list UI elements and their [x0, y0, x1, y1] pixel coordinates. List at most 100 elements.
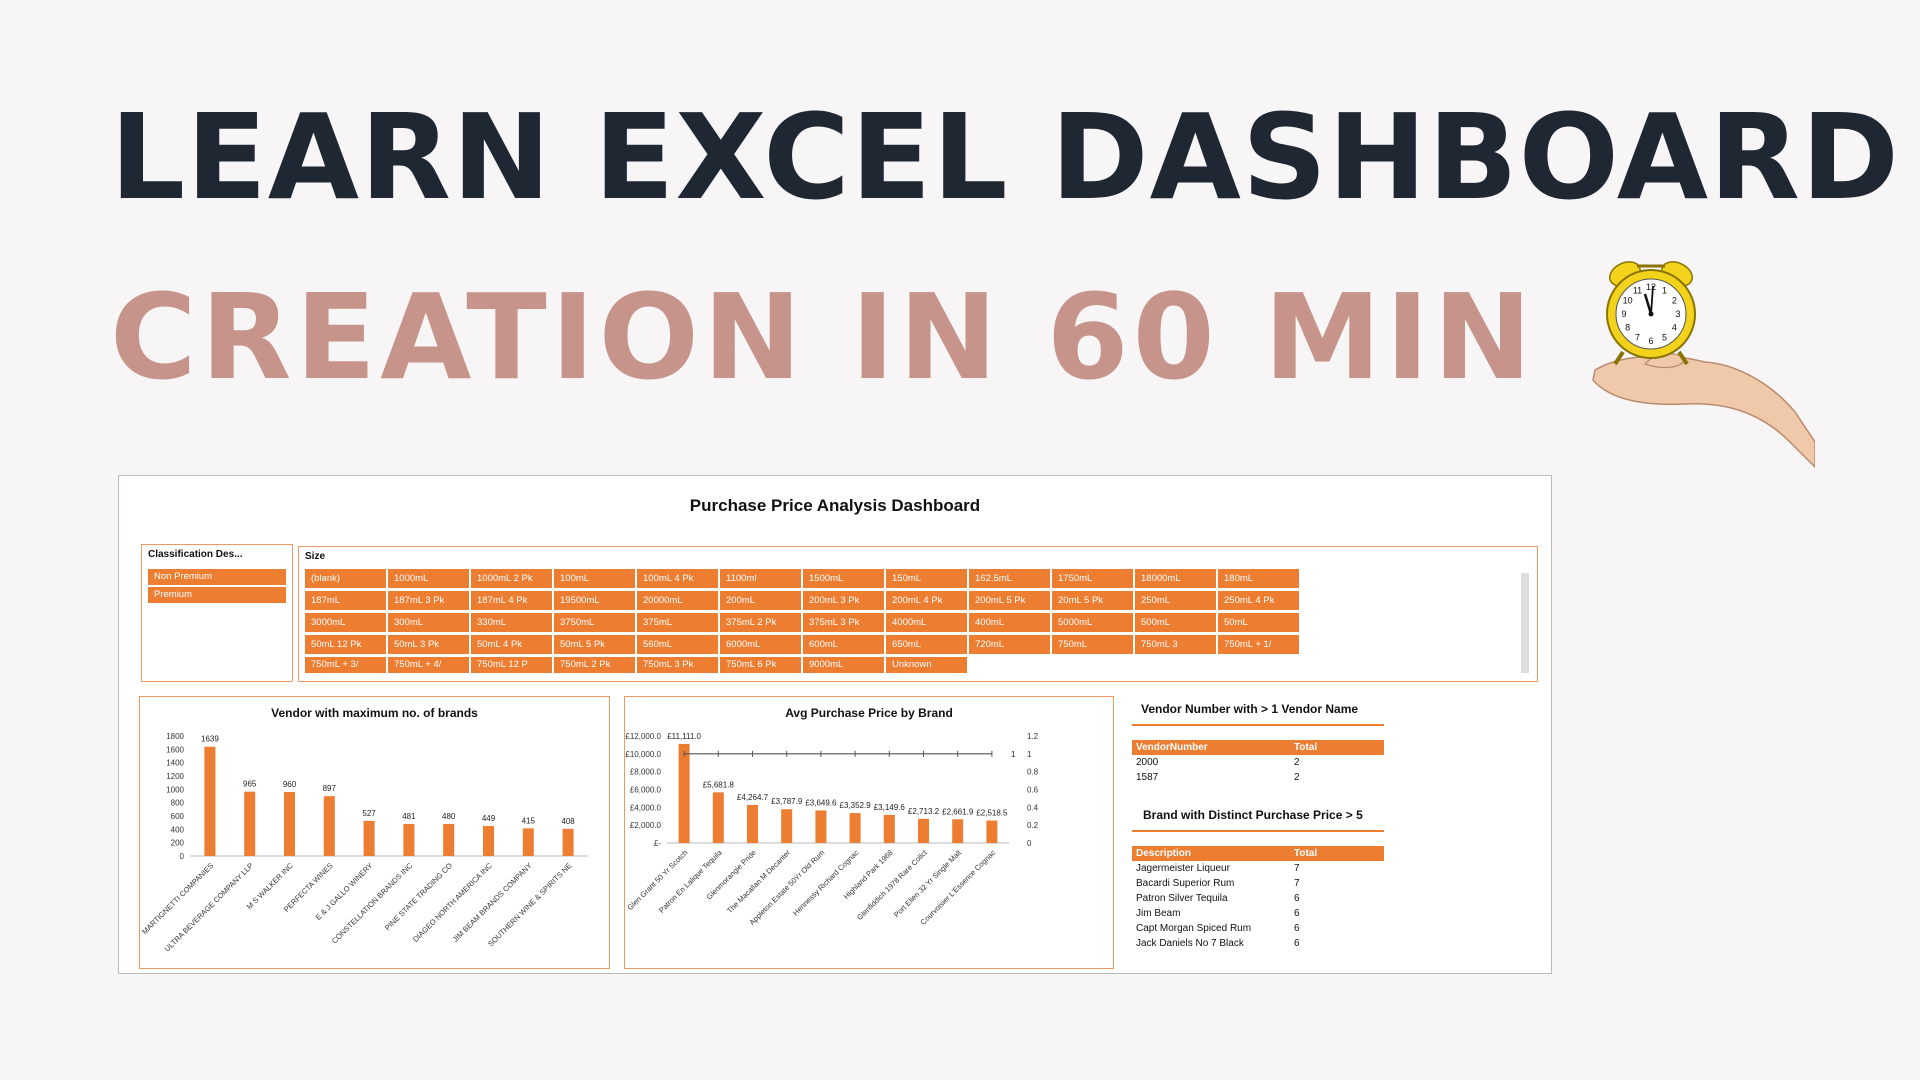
size-item[interactable]: 50mL 5 Pk: [554, 635, 635, 654]
x-tick-label: CONSTELLATION BRANDS INC: [330, 861, 415, 946]
size-item[interactable]: 180mL: [1218, 569, 1299, 588]
x-tick-label: Port Ellen 32 Yr Single Malt: [892, 847, 964, 919]
x-tick-label: Hennessy Richard Cognac: [791, 848, 861, 918]
size-item[interactable]: 50mL 12 Pk: [305, 635, 386, 654]
size-item[interactable]: 50mL 3 Pk: [388, 635, 469, 654]
size-item[interactable]: 750mL: [1052, 635, 1133, 654]
dashboard-screenshot: Purchase Price Analysis Dashboard Classi…: [118, 475, 1552, 974]
size-item[interactable]: 1750mL: [1052, 569, 1133, 588]
size-item[interactable]: 100mL: [554, 569, 635, 588]
size-item[interactable]: 20000mL: [637, 591, 718, 610]
size-item[interactable]: 200mL 3 Pk: [803, 591, 884, 610]
size-item[interactable]: 187mL 4 Pk: [471, 591, 552, 610]
size-item[interactable]: 1500mL: [803, 569, 884, 588]
data-label: 480: [442, 812, 456, 821]
size-item[interactable]: 750mL + 1/: [1218, 635, 1299, 654]
size-item[interactable]: 750mL + 4/: [388, 657, 469, 673]
size-item[interactable]: 375mL 3 Pk: [803, 613, 884, 632]
size-item[interactable]: 560mL: [637, 635, 718, 654]
clock-number: 12: [1646, 282, 1656, 292]
x-tick-label: Glen Grant 50 Yr Scotch: [625, 848, 689, 912]
table-row: Patron Silver Tequila 6: [1132, 891, 1384, 906]
size-item[interactable]: 9000mL: [803, 657, 884, 673]
size-slicer-scrollbar[interactable]: [1521, 573, 1529, 673]
size-item[interactable]: 200mL: [720, 591, 801, 610]
bar: [918, 818, 929, 843]
size-item[interactable]: 400mL: [969, 613, 1050, 632]
size-item[interactable]: Unknown: [886, 657, 967, 673]
size-item[interactable]: 750mL 12 P: [471, 657, 552, 673]
y-tick-label: 200: [171, 839, 185, 848]
size-item[interactable]: 50mL 4 Pk: [471, 635, 552, 654]
size-item[interactable]: 18000mL: [1135, 569, 1216, 588]
size-item[interactable]: 4000mL: [886, 613, 967, 632]
size-item[interactable]: 650mL: [886, 635, 967, 654]
y-tick-label: £6,000.0: [630, 786, 662, 795]
size-item[interactable]: 250mL 4 Pk: [1218, 591, 1299, 610]
classification-slicer-header: Classification Des...: [148, 549, 243, 560]
data-label: 481: [402, 812, 416, 821]
clock-number: 7: [1635, 332, 1640, 342]
size-item[interactable]: 330mL: [471, 613, 552, 632]
vendor-brands-chart-svg: 0 200 400 600 800 1000 1200 1400 1600 1800 1639 MAR…: [140, 732, 588, 953]
row-total: 6: [1294, 908, 1300, 919]
size-item[interactable]: 1000mL: [388, 569, 469, 588]
row-total: 2: [1294, 772, 1300, 783]
classification-item[interactable]: Premium: [148, 587, 286, 603]
size-item[interactable]: 600mL: [803, 635, 884, 654]
data-label: £2,713.2: [908, 807, 940, 816]
size-item[interactable]: 750mL 6 Pk: [720, 657, 801, 673]
size-item[interactable]: 20mL 5 Pk: [1052, 591, 1133, 610]
size-item[interactable]: 162.5mL: [969, 569, 1050, 588]
size-item[interactable]: 5000mL: [1052, 613, 1133, 632]
size-item[interactable]: 300mL: [388, 613, 469, 632]
size-item[interactable]: 19500mL: [554, 591, 635, 610]
size-item[interactable]: 100mL 4 Pk: [637, 569, 718, 588]
size-item[interactable]: 150mL: [886, 569, 967, 588]
size-item[interactable]: 200mL 4 Pk: [886, 591, 967, 610]
y-tick-label: £4,000.0: [630, 803, 662, 812]
size-item[interactable]: 500mL: [1135, 613, 1216, 632]
bar: [952, 819, 964, 843]
size-item[interactable]: 187mL: [305, 591, 386, 610]
bar: [712, 792, 724, 843]
data-label: £3,352.9: [840, 801, 872, 810]
size-item[interactable]: 750mL + 3/: [305, 657, 386, 673]
secondary-y-tick-label: 1.2: [1027, 732, 1039, 741]
clock-number: 6: [1648, 336, 1653, 346]
size-item[interactable]: 375mL 2 Pk: [720, 613, 801, 632]
size-item[interactable]: 50mL: [1218, 613, 1299, 632]
data-label: £11,111.0: [667, 732, 701, 741]
y-tick-label: 1800: [166, 732, 184, 741]
size-item[interactable]: (blank): [305, 569, 386, 588]
row-total: 6: [1294, 938, 1300, 949]
size-item[interactable]: 750mL 3 Pk: [637, 657, 718, 673]
size-item[interactable]: 3000mL: [305, 613, 386, 632]
size-item[interactable]: 3750mL: [554, 613, 635, 632]
row-label: 2000: [1136, 757, 1159, 768]
x-tick-label: ULTRA BEVERAGE COMPANY LLP: [163, 861, 255, 953]
table-row: Jagermeister Liqueur 7: [1132, 861, 1384, 876]
minute-hand: [1650, 285, 1654, 315]
size-item[interactable]: 720mL: [969, 635, 1050, 654]
data-label: 527: [362, 809, 376, 818]
size-item[interactable]: 6000mL: [720, 635, 801, 654]
size-item[interactable]: 750mL 2 Pk: [554, 657, 635, 673]
data-label: £2,661.9: [942, 807, 974, 816]
size-item[interactable]: 375mL: [637, 613, 718, 632]
y-tick-label: 1200: [166, 772, 184, 781]
row-label: Jim Beam: [1136, 908, 1181, 919]
clock-number: 11: [1633, 286, 1642, 296]
size-item[interactable]: 250mL: [1135, 591, 1216, 610]
dashboard-title: Purchase Price Analysis Dashboard: [689, 496, 981, 515]
size-item[interactable]: 187mL 3 Pk: [388, 591, 469, 610]
size-item[interactable]: 750mL 3: [1135, 635, 1216, 654]
size-item[interactable]: 1000mL 2 Pk: [471, 569, 552, 588]
size-item[interactable]: 1100ml: [720, 569, 801, 588]
secondary-y-tick-label: 0: [1027, 839, 1032, 848]
chart-title: Vendor with maximum no. of brands: [271, 706, 478, 720]
classification-slicer: Classification Des... Non Premium Premium: [141, 544, 293, 682]
size-item[interactable]: 200mL 5 Pk: [969, 591, 1050, 610]
classification-item[interactable]: Non Premium: [148, 569, 286, 585]
bar: [522, 828, 534, 856]
